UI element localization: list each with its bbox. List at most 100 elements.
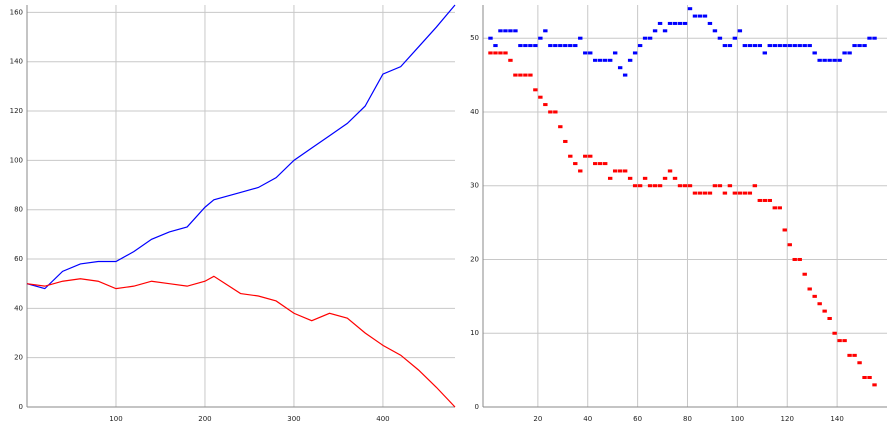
point — [602, 58, 608, 62]
point — [812, 51, 817, 55]
point — [583, 51, 588, 55]
y-tick-label: 160 — [10, 8, 23, 16]
point — [762, 51, 768, 55]
y-tick-label: 80 — [14, 206, 23, 214]
point — [717, 36, 723, 40]
point — [637, 184, 643, 188]
point — [647, 184, 653, 188]
point — [742, 191, 748, 195]
point — [568, 44, 573, 48]
point — [792, 257, 797, 261]
point — [558, 125, 563, 129]
point — [637, 44, 643, 48]
point — [857, 361, 862, 365]
point — [757, 198, 763, 202]
point — [822, 309, 827, 313]
point — [568, 154, 573, 158]
point — [533, 44, 538, 48]
point — [543, 29, 548, 33]
point — [732, 36, 738, 40]
point — [672, 176, 678, 180]
point — [498, 51, 503, 55]
point — [662, 176, 668, 180]
point — [797, 44, 802, 48]
point — [508, 29, 513, 33]
y-tick-label: 10 — [470, 329, 479, 337]
point — [707, 21, 713, 25]
point — [612, 169, 618, 173]
point — [493, 51, 498, 55]
point — [642, 176, 648, 180]
point — [807, 287, 812, 291]
point — [812, 294, 817, 298]
point — [652, 184, 658, 188]
point — [617, 169, 623, 173]
x-tick-label: 120 — [781, 415, 794, 423]
point — [508, 58, 513, 62]
point — [593, 162, 598, 166]
point — [533, 88, 538, 92]
point — [847, 51, 852, 55]
x-tick-label: 140 — [830, 415, 843, 423]
point — [498, 29, 503, 33]
point — [817, 302, 822, 306]
point — [662, 29, 668, 33]
point — [583, 154, 588, 158]
point — [602, 162, 608, 166]
point — [622, 73, 628, 77]
point — [622, 169, 628, 173]
point — [707, 191, 713, 195]
point — [727, 184, 733, 188]
point — [852, 353, 857, 357]
point — [867, 375, 872, 379]
point — [558, 44, 563, 48]
y-tick-label: 0 — [19, 403, 23, 411]
point — [872, 36, 877, 40]
point — [727, 44, 733, 48]
y-tick-label: 30 — [470, 182, 479, 190]
point — [777, 206, 782, 210]
point — [787, 243, 792, 247]
point — [782, 44, 787, 48]
point — [772, 206, 777, 210]
point — [553, 44, 558, 48]
point — [598, 58, 603, 62]
y-tick-label: 40 — [470, 108, 479, 116]
point — [702, 14, 708, 18]
point — [722, 44, 728, 48]
point — [847, 353, 852, 357]
point — [503, 29, 508, 33]
point — [717, 184, 723, 188]
x-tick-label: 300 — [287, 415, 300, 423]
y-tick-label: 20 — [470, 255, 479, 263]
point — [872, 383, 877, 387]
point — [692, 191, 698, 195]
y-tick-label: 20 — [14, 354, 23, 362]
series-line — [26, 275, 456, 408]
point — [772, 44, 777, 48]
point — [578, 169, 583, 173]
point — [732, 191, 738, 195]
point — [607, 58, 613, 62]
point — [787, 44, 792, 48]
point — [857, 44, 862, 48]
point — [682, 21, 688, 25]
point — [832, 331, 837, 335]
point — [607, 176, 613, 180]
point — [632, 51, 638, 55]
x-tick-label: 100 — [731, 415, 744, 423]
point — [867, 36, 872, 40]
point — [837, 58, 842, 62]
plot-area — [27, 5, 455, 407]
point — [862, 44, 867, 48]
point — [573, 44, 578, 48]
y-tick-label: 120 — [10, 107, 23, 115]
y-tick-label: 100 — [10, 156, 23, 164]
point — [792, 44, 797, 48]
point — [647, 36, 653, 40]
point — [627, 58, 633, 62]
y-tick-label: 140 — [10, 58, 23, 66]
point — [757, 44, 763, 48]
point — [667, 21, 673, 25]
